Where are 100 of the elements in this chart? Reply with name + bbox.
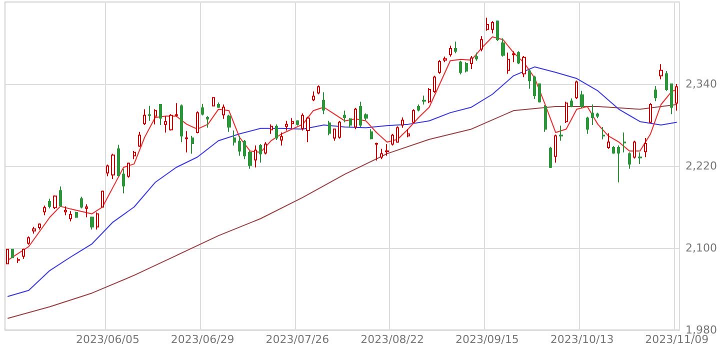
candlestick (465, 62, 468, 73)
candlestick (417, 104, 420, 112)
candlestick (90, 216, 94, 230)
candlestick (559, 125, 563, 142)
candlestick (233, 130, 236, 146)
candlestick (306, 116, 310, 143)
candlestick (544, 104, 547, 132)
candlestick (391, 133, 394, 146)
candlestick (38, 222, 41, 230)
candlestick (333, 128, 336, 142)
candlestick (212, 97, 215, 106)
candlestick (275, 124, 278, 141)
candlestick (607, 132, 610, 150)
candlestick (438, 60, 441, 74)
candlestick (217, 102, 220, 108)
candlestick (349, 118, 352, 128)
candlestick (428, 88, 431, 104)
candlestick (454, 41, 457, 54)
candlestick (291, 118, 294, 129)
candlestick (180, 104, 183, 143)
candlestick (6, 248, 9, 264)
candlestick (565, 101, 568, 124)
candlestick (259, 144, 262, 164)
candlestick (148, 105, 151, 122)
x-tick-label: 2023/09/15 (455, 333, 519, 346)
candlestick (470, 55, 473, 70)
x-tick-label: 2023/06/29 (170, 333, 234, 346)
candlestick (496, 20, 499, 42)
candlestick (301, 112, 304, 131)
candlestick (328, 120, 331, 136)
candlestick (475, 52, 478, 62)
candlestick (370, 128, 373, 140)
candlestick (280, 132, 283, 146)
line-series (7, 104, 678, 319)
candlestick (612, 146, 615, 154)
candlestick (570, 98, 573, 108)
candlestick (654, 86, 657, 102)
candlestick (533, 75, 536, 100)
candlestick (659, 64, 663, 80)
candlestick (59, 186, 62, 208)
candlestick (206, 116, 209, 128)
candlestick (670, 84, 673, 115)
candlestick (80, 196, 83, 209)
candlestick (201, 103, 204, 116)
candlestick (248, 150, 252, 170)
candlestick (507, 52, 510, 74)
candlestick (11, 248, 14, 258)
candlestick (238, 135, 241, 156)
candlestick (443, 56, 447, 63)
candlestick (602, 126, 605, 140)
candlestick (501, 38, 505, 58)
candlestick (649, 102, 652, 124)
candlestick (317, 84, 320, 95)
candlestick (312, 91, 315, 102)
candlestick (538, 82, 541, 103)
candlestick (591, 104, 594, 126)
x-tick-label: 2023/10/13 (550, 333, 614, 346)
candlestick (623, 132, 626, 153)
candlestick (133, 150, 136, 160)
candlestick (459, 60, 462, 75)
candlestick (549, 146, 552, 169)
candlestick (169, 114, 173, 131)
candlestick (154, 108, 157, 125)
x-tick-label: 2023/08/22 (360, 333, 424, 346)
candlestick (433, 75, 436, 94)
candlestick (575, 80, 578, 100)
candlestick (96, 212, 99, 230)
candlestick (364, 112, 368, 121)
candlestick (675, 84, 678, 112)
candlestick (638, 152, 642, 164)
candlestick (106, 164, 109, 177)
candlestick (101, 190, 104, 208)
candlestick (175, 102, 178, 118)
candlestick (285, 120, 288, 131)
y-tick-label: 2,100 (686, 242, 718, 254)
candlestick (196, 110, 199, 134)
candlestick (665, 70, 668, 92)
candlestick (633, 140, 636, 159)
candlestick (385, 144, 389, 156)
candlestick (401, 116, 404, 128)
candlestick (322, 92, 325, 115)
candlestick (17, 257, 20, 264)
line-series (7, 66, 678, 298)
candlestick (53, 194, 57, 210)
candlestick (628, 152, 631, 170)
candlestick (528, 69, 531, 90)
candlestick (122, 168, 125, 194)
candlestick (264, 142, 267, 155)
candlestick (491, 20, 494, 34)
candlestick (380, 148, 383, 160)
candlestick (27, 236, 30, 246)
candlestick (43, 205, 46, 216)
candlestick (580, 90, 584, 108)
candlestick (222, 104, 225, 120)
candlestick (48, 198, 51, 209)
candlestick (338, 120, 341, 140)
candlestick (64, 206, 67, 216)
candlestick (243, 140, 246, 160)
candlestick (354, 107, 357, 130)
candlestick (554, 134, 557, 164)
